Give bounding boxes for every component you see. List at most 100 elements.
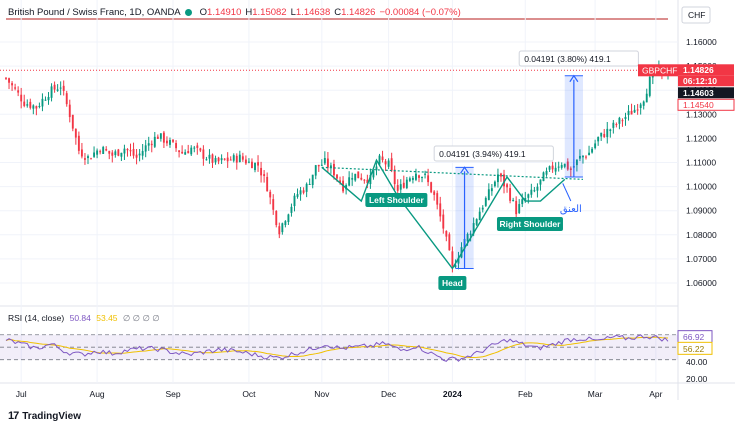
candle-body xyxy=(235,155,238,163)
candle-body xyxy=(220,158,223,161)
candle-body xyxy=(132,149,135,156)
candle-body xyxy=(551,165,554,170)
neckline xyxy=(321,166,584,180)
candle-body xyxy=(114,151,117,156)
rsi-tag1-label: 66.92 xyxy=(683,332,705,342)
candle-body xyxy=(493,181,496,187)
price-tick-label: 1.13000 xyxy=(686,109,717,119)
candle-body xyxy=(99,151,102,153)
tradingview-logo-icon: 17 xyxy=(8,410,19,422)
candle-body xyxy=(29,101,32,108)
time-tick-label: Apr xyxy=(649,389,662,399)
neckline-pointer xyxy=(562,183,572,202)
candle-body xyxy=(50,86,53,98)
candle-body xyxy=(68,104,71,118)
level2-tag-box xyxy=(677,98,735,111)
candle-body xyxy=(487,189,490,200)
candle-body xyxy=(621,120,624,122)
candle-body xyxy=(162,132,165,143)
change-value: −0.00084 (−0.07%) xyxy=(379,7,461,18)
pattern-overlays: 0.04191 (3.94%) 419.1 0.04191 (3.80%) 419… xyxy=(0,50,678,290)
time-tick-label: Aug xyxy=(90,389,105,399)
measure-label-box xyxy=(518,50,639,67)
candle-body xyxy=(478,211,481,221)
high-label: H xyxy=(245,7,253,18)
last-price-tag-box xyxy=(678,64,734,76)
rsi-tick-label: 40.00 xyxy=(686,357,708,367)
right-shoulder-box xyxy=(496,217,563,231)
candle-body xyxy=(156,136,159,139)
candle-body xyxy=(263,174,266,177)
symbol-tag-box xyxy=(638,64,678,77)
head-box xyxy=(438,276,467,290)
candle-body xyxy=(627,110,630,116)
candle-body xyxy=(387,160,390,167)
candle-body xyxy=(108,150,111,154)
level2-tag-label: 1.14540 xyxy=(683,100,714,110)
countdown-tag-box xyxy=(678,75,734,87)
candle-body xyxy=(74,128,77,138)
candle-body xyxy=(181,151,184,154)
candle-body xyxy=(11,83,14,86)
candle-body xyxy=(87,156,89,159)
rsi-title[interactable]: RSI (14, close) xyxy=(8,313,65,323)
candle-body xyxy=(272,199,275,210)
candle-body xyxy=(165,140,168,144)
left-shoulder-label: Left Shoulder xyxy=(369,195,424,205)
candle-body xyxy=(618,117,621,124)
candles xyxy=(5,60,669,273)
candle-body xyxy=(266,176,269,192)
symbol-title[interactable]: British Pound / Swiss Franc, 1D, OANDA xyxy=(8,7,181,18)
candle-body xyxy=(211,154,214,163)
symbol-tag-label: GBPCHF xyxy=(642,65,677,75)
candle-body xyxy=(575,159,578,166)
candle-body xyxy=(566,161,569,170)
candle-body xyxy=(348,177,351,186)
candle-body xyxy=(205,159,208,161)
candle-body xyxy=(317,164,320,167)
candle-body xyxy=(445,230,448,237)
rsi-legend: RSI (14, close) 50.84 53.45 ∅ ∅ ∅ ∅ xyxy=(8,313,160,324)
candle-body xyxy=(530,189,533,195)
candle-body xyxy=(415,173,417,180)
candle-body xyxy=(539,179,542,185)
candle-body xyxy=(159,133,162,139)
candle-body xyxy=(548,166,551,170)
candle-body xyxy=(384,161,387,165)
candle-body xyxy=(369,175,372,185)
candle-body xyxy=(302,190,305,193)
candle-body xyxy=(515,200,518,215)
candle-body xyxy=(578,155,581,159)
candle-body xyxy=(59,87,62,89)
candle-body xyxy=(138,153,141,156)
candle-body xyxy=(396,185,399,191)
time-axis[interactable]: Jul Aug Sep Oct Nov Dec 2024 Feb Mar Apr xyxy=(16,389,663,399)
candle-body xyxy=(481,207,484,210)
candle-body xyxy=(603,133,606,138)
symbol-legend: British Pound / Swiss Franc, 1D, OANDA O… xyxy=(8,7,461,18)
market-status-icon xyxy=(184,9,192,16)
candle-body xyxy=(293,195,296,207)
candle-body xyxy=(53,84,56,90)
price-tick-label: 1.12000 xyxy=(686,133,717,143)
hs-pattern-line xyxy=(321,158,566,270)
price-axis[interactable]: 1.160001.150001.140001.130001.120001.110… xyxy=(638,6,735,384)
candle-body xyxy=(372,170,375,178)
candle-body xyxy=(187,151,190,154)
time-tick-label: Feb xyxy=(518,389,533,399)
candle-body xyxy=(536,186,539,191)
high-value: 1.15082 xyxy=(252,7,287,18)
candle-body xyxy=(427,175,430,183)
level1-tag-box xyxy=(678,87,734,99)
price-tick-label: 1.06000 xyxy=(686,278,717,288)
candle-body xyxy=(375,166,378,170)
candle-body xyxy=(202,149,205,159)
tradingview-brand[interactable]: 17 TradingView xyxy=(8,410,81,422)
measure-label: 0.04191 (3.80%) 419.1 xyxy=(524,54,611,64)
time-tick-label: Jul xyxy=(16,389,27,399)
candle-body xyxy=(232,155,235,161)
candle-body xyxy=(229,159,232,161)
candle-body xyxy=(585,156,587,158)
candle-body xyxy=(554,167,557,172)
